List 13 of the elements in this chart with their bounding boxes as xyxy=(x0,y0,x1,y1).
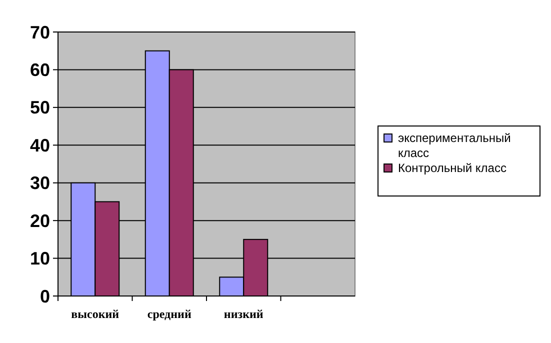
y-tick-label: 40 xyxy=(30,135,50,156)
y-tick-label: 0 xyxy=(40,286,50,306)
x-tick-label: низкий xyxy=(224,307,264,321)
y-tick-label: 10 xyxy=(30,248,50,269)
x-tick-label: средний xyxy=(147,307,192,321)
legend-label: экспериментальный класс xyxy=(398,131,511,160)
legend-label: Контрольный класс xyxy=(398,161,506,175)
y-tick-label: 60 xyxy=(30,60,50,80)
y-tick-label: 20 xyxy=(30,210,50,231)
y-tick-label: 30 xyxy=(30,173,50,194)
x-tick-label: высокий xyxy=(71,307,120,321)
y-tick-label: 70 xyxy=(30,22,50,42)
y-tick-label: 50 xyxy=(30,98,50,118)
